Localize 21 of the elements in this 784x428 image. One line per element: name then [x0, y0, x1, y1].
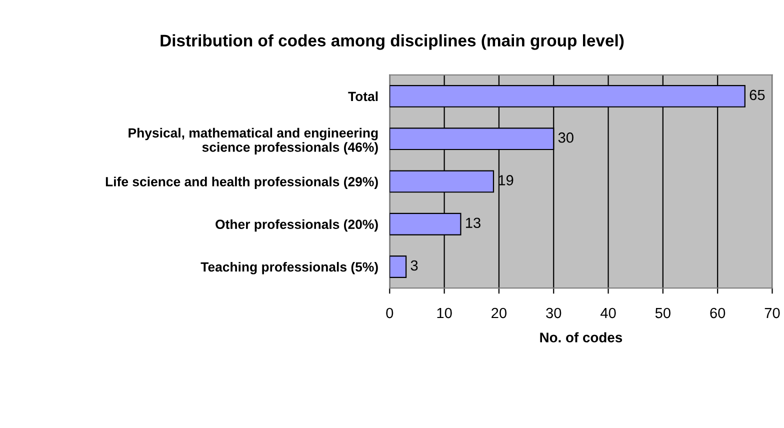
y-tick-label: Teaching professionals (5%) [200, 262, 378, 274]
data-label: 65 [750, 90, 765, 100]
data-label: 13 [466, 218, 480, 228]
y-tick-label: Life science and health professionals (29%) [106, 176, 378, 189]
chart-title: Distribution of codes among disciplines (main group level) [160, 34, 624, 50]
x-tick-label: 0 [386, 308, 394, 318]
x-tick-label: 10 [437, 308, 452, 318]
x-tick-label: 20 [492, 308, 506, 318]
data-label: 19 [498, 175, 514, 186]
y-tick-label: Other professionals (20%) [216, 219, 378, 232]
y-tick-label: Physical, mathematical and engineering science professionals (46%) [128, 128, 378, 154]
x-tick-label: 40 [600, 308, 616, 318]
x-tick-label: 50 [655, 308, 670, 318]
y-tick-label: Total [348, 91, 378, 102]
data-label: 3 [410, 260, 418, 271]
data-label: 30 [558, 132, 574, 143]
x-tick-label: 30 [546, 308, 562, 318]
x-tick-label: 70 [764, 308, 780, 318]
x-tick-label: 60 [710, 308, 726, 318]
x-axis-title: No. of codes [540, 332, 622, 342]
bar [390, 256, 407, 278]
